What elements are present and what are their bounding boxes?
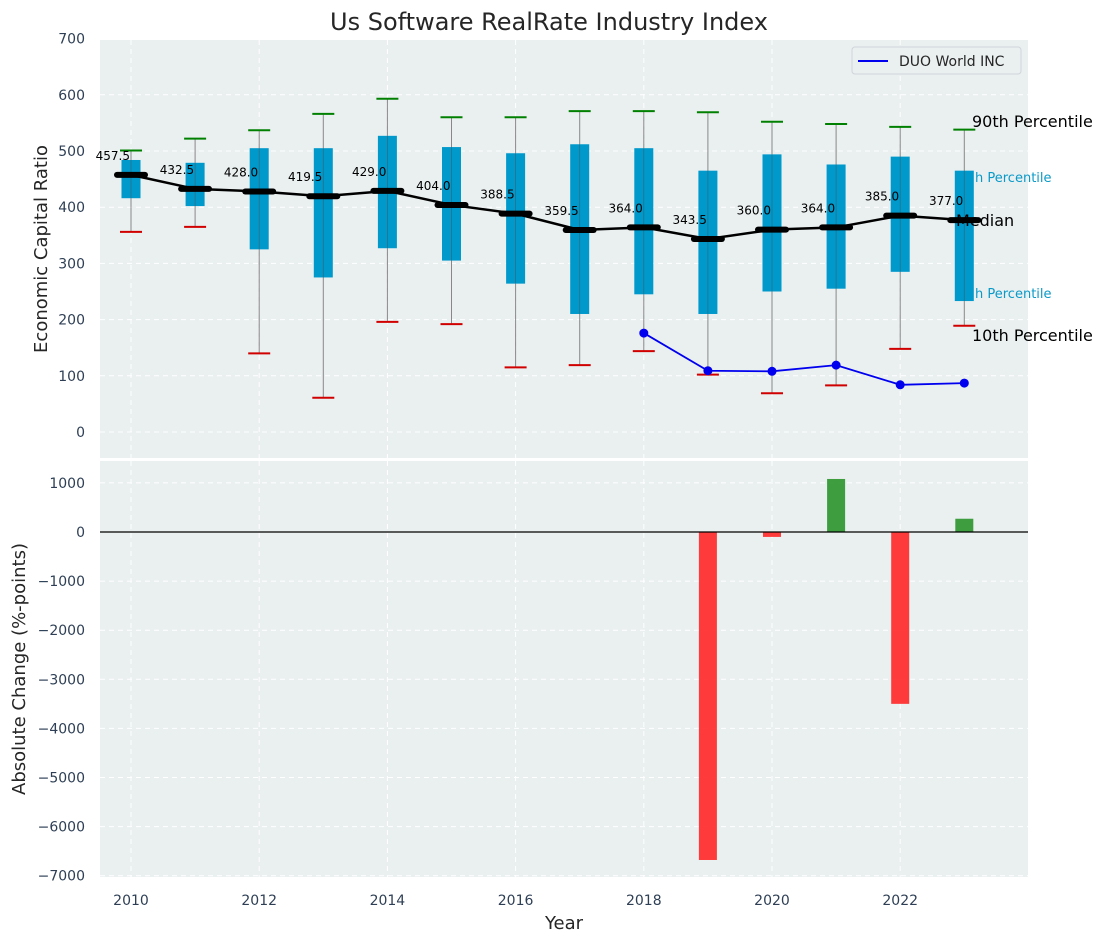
change-bar-negative xyxy=(763,532,781,537)
top-y-tick-label: 500 xyxy=(58,144,85,160)
top-y-tick-label: 300 xyxy=(58,256,85,272)
top-y-tick-label: 100 xyxy=(58,369,85,385)
change-bar-positive xyxy=(955,518,974,532)
series-point-duo-world-inc xyxy=(895,380,905,390)
change-bar-positive xyxy=(827,478,846,532)
bottom-y-tick-label: −1000 xyxy=(38,574,85,590)
bottom-y-tick-label: −5000 xyxy=(38,771,85,787)
median-value-label: 360.0 xyxy=(737,204,771,218)
annotation-p10: 10th Percentile xyxy=(972,326,1093,345)
x-tick-label: 2012 xyxy=(241,893,277,909)
median-value-label: 343.5 xyxy=(673,213,707,227)
legend: DUO World INC xyxy=(851,46,1022,75)
x-tick-label: 2020 xyxy=(754,893,790,909)
annotation-q3: h Percentile xyxy=(975,171,1052,186)
median-value-label: 388.5 xyxy=(480,188,514,202)
change-bar-negative xyxy=(891,532,910,704)
bottom-y-tick-label: −6000 xyxy=(38,820,85,836)
top-y-tick-label: 600 xyxy=(58,88,85,104)
top-y-axis-label: Economic Capital Ratio xyxy=(31,145,52,353)
x-tick-label: 2018 xyxy=(626,893,662,909)
x-axis-label: Year xyxy=(544,913,584,934)
median-value-label: 432.5 xyxy=(160,163,194,177)
x-tick-label: 2014 xyxy=(370,893,406,909)
median-value-label: 457.5 xyxy=(96,149,130,163)
median-value-label: 419.5 xyxy=(288,170,322,184)
median-value-label: 429.0 xyxy=(352,165,386,179)
bottom-y-tick-label: −4000 xyxy=(38,721,85,737)
median-value-label: 404.0 xyxy=(416,179,450,193)
median-value-label: 364.0 xyxy=(608,201,642,215)
bottom-y-tick-label: 1000 xyxy=(49,476,85,492)
annotation-q1: h Percentile xyxy=(975,287,1052,302)
bottom-y-tick-label: 0 xyxy=(76,525,85,541)
series-point-duo-world-inc xyxy=(831,360,841,370)
median-value-label: 364.0 xyxy=(801,201,835,215)
x-tick-label: 2016 xyxy=(498,893,534,909)
bottom-panel-background xyxy=(100,461,1028,877)
median-value-label: 377.0 xyxy=(929,194,963,208)
series-line-duo-world-inc xyxy=(643,332,965,386)
bottom-y-tick-label: −7000 xyxy=(38,869,85,885)
top-y-tick-label: 400 xyxy=(58,200,85,216)
median-value-label: 359.5 xyxy=(544,204,578,218)
annotation-median: Median xyxy=(956,211,1014,230)
top-y-tick-label: 200 xyxy=(58,313,85,329)
series-point-duo-world-inc xyxy=(959,378,969,388)
legend-label: DUO World INC xyxy=(899,54,1005,70)
top-y-tick-label: 0 xyxy=(76,425,85,441)
chart-title: Us Software RealRate Industry Index xyxy=(330,8,768,36)
bottom-y-axis-label: Absolute Change (%-points) xyxy=(9,543,30,795)
top-panel-background xyxy=(100,40,1028,458)
x-tick-label: 2010 xyxy=(113,893,149,909)
change-bar-negative xyxy=(698,532,717,860)
median-value-label: 428.0 xyxy=(224,165,258,179)
x-tick-label: 2022 xyxy=(882,893,918,909)
legend-frame xyxy=(851,46,1022,75)
series-point-duo-world-inc xyxy=(767,366,777,376)
annotation-p90: 90th Percentile xyxy=(972,112,1093,131)
median-value-label: 385.0 xyxy=(865,190,899,204)
series-point-duo-world-inc xyxy=(703,366,713,376)
series-point-duo-world-inc xyxy=(639,328,649,338)
bottom-y-tick-label: −2000 xyxy=(38,623,85,639)
top-y-tick-label: 700 xyxy=(58,32,85,48)
bottom-y-tick-label: −3000 xyxy=(38,672,85,688)
